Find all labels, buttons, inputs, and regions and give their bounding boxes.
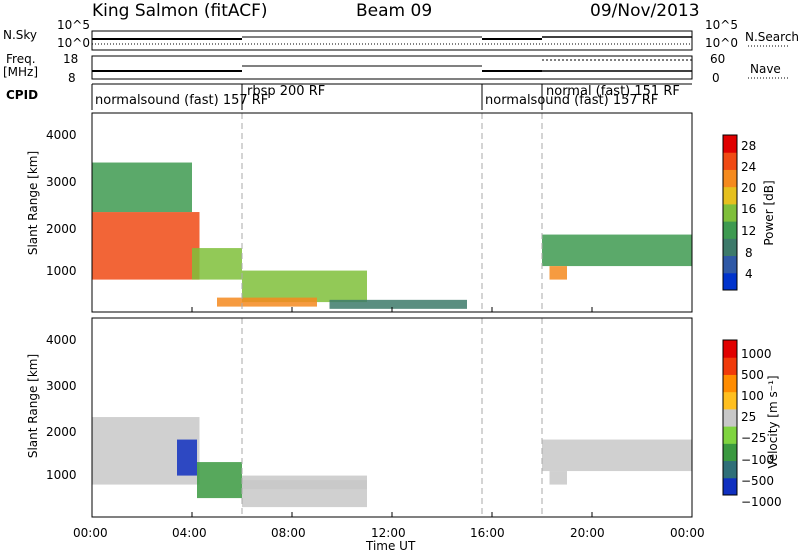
velocity-colorbar-tick: −1000	[741, 495, 782, 509]
power-colorbar-swatch	[723, 203, 737, 222]
power-echo-region	[92, 212, 200, 280]
freq-tick-top: 18	[63, 52, 79, 66]
nave-tick-bottom: 0	[712, 71, 720, 85]
power-colorbar-swatch	[723, 221, 737, 239]
nsky-right-tick-bottom: 10^0	[705, 36, 738, 50]
power-colorbar-tick: 12	[741, 224, 757, 238]
velocity-y-tick: 2000	[46, 425, 77, 439]
power-y-tick: 1000	[46, 264, 77, 278]
nave-tick-top: 60	[710, 52, 726, 66]
cpid-segment-2: rbsp 200 RF	[247, 84, 326, 99]
power-y-tick: 4000	[46, 128, 77, 142]
power-echo-region	[549, 266, 567, 280]
power-colorbar-swatch	[723, 152, 737, 170]
velocity-colorbar-swatch	[723, 460, 737, 479]
velocity-echo-region	[542, 439, 692, 472]
power-colorbar-tick: 28	[741, 139, 757, 153]
velocity-colorbar-tick: −500	[741, 474, 774, 488]
power-colorbar-swatch	[723, 238, 737, 257]
power-colorbar-tick: 16	[741, 202, 757, 216]
beam-title: Beam 09	[356, 1, 433, 21]
power-colorbar-swatch	[723, 255, 737, 274]
velocity-colorbar-swatch	[723, 426, 737, 444]
velocity-colorbar-swatch	[723, 477, 737, 496]
velocity-colorbar-swatch	[723, 340, 737, 358]
power-colorbar-tick: 24	[741, 160, 757, 174]
velocity-echo-region	[549, 471, 567, 485]
x-tick: 00:00	[670, 526, 705, 540]
power-colorbar-tick: 20	[741, 181, 757, 195]
velocity-y-tick: 4000	[46, 333, 77, 347]
velocity-colorbar-tick: 25	[741, 410, 757, 424]
velocity-colorbar-swatch	[723, 357, 737, 375]
power-colorbar-tick: 8	[745, 246, 753, 260]
x-tick: 12:00	[371, 526, 406, 540]
freq-tick-bottom: 8	[68, 71, 76, 85]
velocity-echo-region	[242, 475, 367, 490]
nsky-tick-bottom: 10^0	[57, 36, 90, 50]
power-colorbar-swatch	[723, 186, 737, 205]
station-title: King Salmon (fitACF)	[92, 1, 268, 21]
velocity-colorbar-tick: −25	[741, 431, 767, 445]
cpid-segment-4: normal (fast) 151 RF	[546, 84, 680, 99]
power-colorbar-frame	[722, 134, 738, 291]
power-echo-region	[542, 234, 692, 267]
velocity-colorbar-swatch	[723, 443, 737, 462]
nsky-label: N.Sky	[3, 28, 38, 42]
nsky-tick-top: 10^5	[57, 18, 90, 32]
power-colorbar-swatch	[723, 169, 737, 188]
power-echo-region	[192, 248, 242, 280]
freq-unit-label: [MHz]	[3, 65, 39, 79]
power-echo-region	[217, 297, 317, 307]
velocity-y-tick: 1000	[46, 468, 77, 482]
power-echo-region	[242, 270, 367, 303]
x-tick: 20:00	[570, 526, 605, 540]
velocity-colorbar-tick: −100	[741, 453, 774, 467]
power-echo-region	[329, 299, 467, 309]
cpid-segment-3: normalsound (fast) 157 RF	[485, 93, 659, 108]
x-tick: 00:00	[73, 526, 108, 540]
power-colorbar-swatch	[723, 135, 737, 153]
power-y-tick: 3000	[46, 175, 77, 189]
nsky-panel-frame	[91, 30, 693, 51]
velocity-colorbar-frame	[722, 339, 738, 496]
x-axis-label: Time UT	[366, 539, 416, 553]
date-title: 09/Nov/2013	[590, 1, 700, 21]
nsky-right-tick-top: 10^5	[705, 18, 738, 32]
cpid-label: CPID	[6, 88, 39, 102]
x-tick: 16:00	[470, 526, 505, 540]
power-echo-region	[92, 162, 192, 213]
x-tick: 08:00	[271, 526, 306, 540]
velocity-colorbar-swatch	[723, 391, 737, 410]
velocity-colorbar-tick: 500	[741, 368, 764, 382]
freq-label: Freq.	[6, 52, 36, 66]
velocity-colorbar-swatch	[723, 374, 737, 393]
x-tick: 04:00	[172, 526, 207, 540]
freq-panel-frame	[91, 55, 693, 80]
velocity-colorbar-swatch	[723, 408, 737, 427]
velocity-echo-region	[197, 462, 242, 499]
velocity-echo-region	[177, 439, 197, 476]
power-colorbar-swatch	[723, 272, 737, 291]
velocity-colorbar-tick: 100	[741, 389, 764, 403]
velocity-colorbar-tick: 1000	[741, 347, 772, 361]
velocity-y-tick: 3000	[46, 379, 77, 393]
nsearch-label: N.Search	[745, 30, 800, 44]
cpid-segment-1: normalsound (fast) 157 RF	[95, 93, 269, 108]
nave-label: Nave	[750, 62, 781, 76]
power-y-tick: 2000	[46, 222, 77, 236]
power-colorbar-tick: 4	[745, 267, 753, 281]
